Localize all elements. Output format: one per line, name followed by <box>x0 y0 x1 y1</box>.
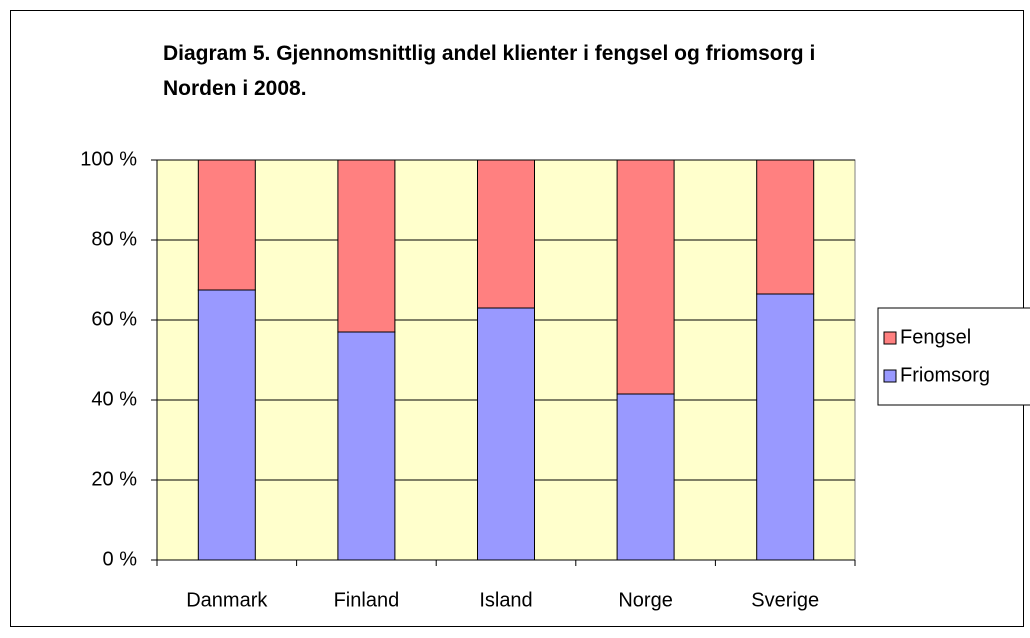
bar-segment <box>616 393 675 561</box>
legend-label: Friomsorg <box>900 364 990 386</box>
y-tick-label: 20 % <box>91 468 137 490</box>
y-tick-label: 0 % <box>103 548 138 570</box>
bar-segment <box>197 289 256 561</box>
x-tick-label: Norge <box>618 589 672 611</box>
bar-segment <box>337 331 396 561</box>
y-tick-label: 100 % <box>80 148 137 170</box>
legend-swatch <box>883 331 897 345</box>
y-tick-label: 80 % <box>91 228 137 250</box>
x-tick-label: Danmark <box>186 589 268 611</box>
legend-box <box>877 307 1030 406</box>
x-tick-label: Island <box>479 589 532 611</box>
bar-segment <box>616 159 675 395</box>
bar-segment <box>477 159 535 309</box>
legend-swatch <box>883 369 897 383</box>
y-tick-label: 60 % <box>91 308 137 330</box>
bar-segment <box>756 293 815 561</box>
x-tick-label: Finland <box>334 589 400 611</box>
legend-label: Fengsel <box>900 326 971 348</box>
y-tick-label: 40 % <box>91 388 137 410</box>
bar-segment <box>756 159 815 295</box>
bar-segment <box>337 159 396 333</box>
bar-segment <box>197 159 256 291</box>
x-tick-label: Sverige <box>751 589 819 611</box>
bar-segment <box>477 307 535 561</box>
chart-title: Diagram 5. Gjennomsnittlig andel kliente… <box>163 42 816 100</box>
